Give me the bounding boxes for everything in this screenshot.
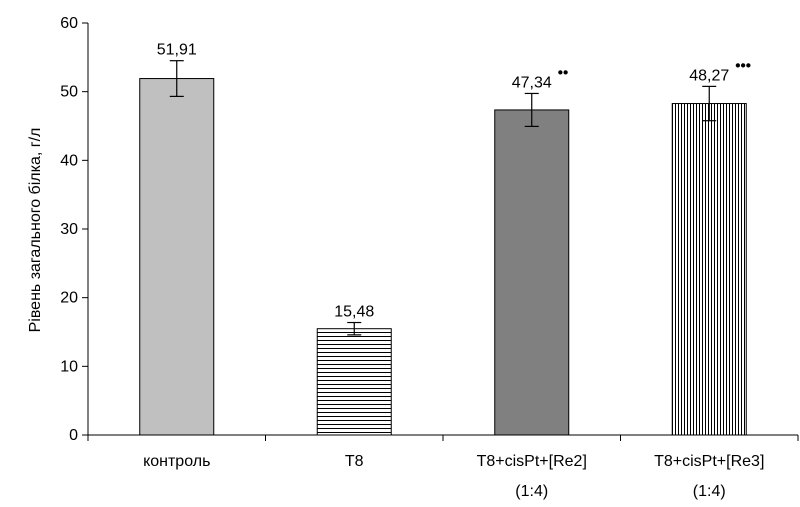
- y-axis-title: Рівень загального білка, г/л: [27, 128, 44, 333]
- x-category-line-1-0: T8: [345, 453, 364, 470]
- x-category-label-0: контроль: [143, 453, 210, 470]
- x-category-line-3-1: (1:4): [693, 483, 726, 500]
- x-category-line-2-1: (1:4): [515, 483, 548, 500]
- data-label-2: 47,34: [512, 74, 552, 91]
- data-label-0: 51,91: [157, 42, 197, 59]
- y-tick-label-5: 50: [60, 84, 78, 101]
- bar-1: [316, 328, 392, 436]
- y-tick-label-6: 60: [60, 15, 78, 32]
- data-label-1: 15,48: [334, 304, 374, 321]
- bar-0: [139, 78, 215, 436]
- x-category-line-2-0: T8+cisPt+[Re2]: [477, 453, 587, 470]
- significance-mark-3: •••: [735, 57, 751, 74]
- data-label-3: 48,27: [689, 67, 729, 84]
- y-tick-label-3: 30: [60, 221, 78, 238]
- significance-mark-2: ••: [558, 64, 569, 81]
- plot-area: 51,91 15,48 47,34 •• 48,27 ••• 0 10 20 30 40 50 60 ко…: [60, 15, 799, 500]
- x-category-label-3: T8+cisPt+[Re3] (1:4): [654, 453, 764, 500]
- bar-2: [494, 109, 570, 436]
- x-category-line-3-0: T8+cisPt+[Re3]: [654, 453, 764, 470]
- y-tick-label-4: 40: [60, 152, 78, 169]
- x-category-line-0-0: контроль: [143, 453, 210, 470]
- bar-3: [671, 103, 747, 436]
- y-tick-label-2: 20: [60, 290, 78, 307]
- y-tick-label-0: 0: [69, 427, 78, 444]
- x-category-label-2: T8+cisPt+[Re2] (1:4): [477, 453, 587, 500]
- x-category-label-1: T8: [345, 453, 364, 470]
- y-tick-label-1: 10: [60, 358, 78, 375]
